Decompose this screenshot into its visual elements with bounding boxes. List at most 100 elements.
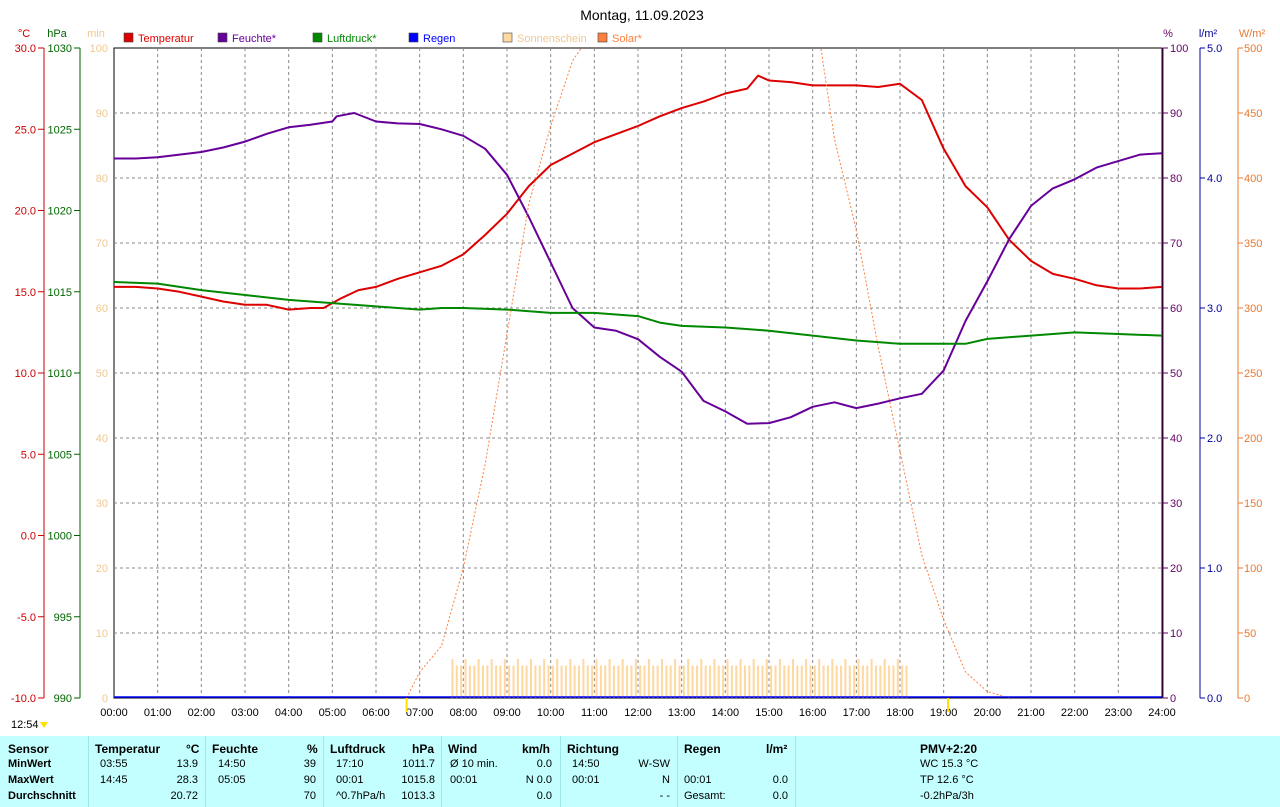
series-line-pressure (114, 281, 1162, 345)
sunshine-bar (473, 665, 476, 698)
sunshine-bar (770, 665, 773, 698)
x-tick-label: 16:00 (799, 707, 827, 719)
rain-axis-tick: 4.0 (1207, 173, 1222, 185)
rain-axis-tick: 5.0 (1207, 43, 1222, 55)
sunshine-bar (586, 665, 589, 698)
temperature-axis-tick: 10.0 (15, 368, 36, 380)
sunshine-bar (477, 659, 480, 698)
table-cell-dir_time: 14:50 (572, 758, 600, 770)
x-tick-label: 18:00 (886, 707, 914, 719)
sunshine-bar (709, 665, 712, 698)
sunshine-bar (468, 665, 471, 698)
sunshine-axis-tick: 60 (96, 303, 108, 315)
series-line-solar (406, 48, 1010, 698)
sunshine-bar (486, 665, 489, 698)
sunshine-bar (874, 665, 877, 698)
legend-swatch (123, 32, 134, 43)
sunshine-bar (626, 665, 629, 698)
pressure-axis-tick: 1000 (48, 531, 72, 543)
rain-axis-tick: 2.0 (1207, 433, 1222, 445)
sunshine-bar (888, 665, 891, 698)
sunshine-axis-tick: 90 (96, 108, 108, 120)
sunshine-bar (674, 659, 677, 698)
sunshine-bar (761, 665, 764, 698)
x-tick-label: 09:00 (493, 707, 521, 719)
table-cell-dir_time: 00:01 (572, 774, 600, 786)
sunshine-bar (538, 665, 541, 698)
sunshine-bar (591, 665, 594, 698)
temperature-axis-tick: 0.0 (21, 531, 36, 543)
sunshine-bar (730, 665, 733, 698)
sunshine-bar (617, 665, 620, 698)
table-cell-wind_time: Ø 10 min. (450, 758, 498, 770)
sunshine-axis-tick: 70 (96, 238, 108, 250)
table-cell-temp_val: 13.9 (176, 758, 198, 770)
header-rain-unit: l/m² (766, 742, 788, 756)
sunshine-axis-tick: 100 (90, 43, 108, 55)
x-tick-label: 15:00 (755, 707, 783, 719)
sunshine-bar (778, 659, 781, 698)
x-tick-label: 11:00 (581, 707, 608, 719)
solar-axis-tick: 350 (1244, 238, 1262, 250)
table-cell-rain_time: Gesamt: (684, 790, 726, 802)
sunshine-bar (831, 659, 834, 698)
rain-axis-tick: 0.0 (1207, 693, 1222, 705)
sunshine-bar (774, 665, 777, 698)
solar-axis-tick: 250 (1244, 368, 1262, 380)
solar-axis-unit: W/m² (1239, 28, 1266, 40)
sunshine-bar (735, 665, 738, 698)
sunshine-bar (757, 665, 760, 698)
chart-grid (113, 47, 1163, 699)
sunshine-axis-tick: 30 (96, 498, 108, 510)
sunshine-bar (682, 665, 685, 698)
table-cell-press_val: 1011.7 (402, 758, 435, 770)
sunshine-bar (564, 665, 567, 698)
statistics-table: Sensor Temperatur °C Feuchte % Luftdruck… (0, 736, 1280, 807)
sunshine-bar (490, 659, 493, 698)
x-tick-label: 20:00 (974, 707, 1002, 719)
x-tick-label: 04:00 (275, 707, 303, 719)
sunshine-bar (543, 659, 546, 698)
x-tick-label: 21:00 (1017, 707, 1045, 719)
table-cell-hum_val: 90 (303, 774, 316, 786)
sunshine-axis-tick: 20 (96, 563, 108, 575)
table-cell-rain_val: 0.0 (772, 774, 788, 786)
temperature-axis-tick: -10.0 (11, 693, 36, 705)
humidity-axis-tick: 60 (1170, 303, 1182, 315)
pressure-axis-unit: hPa (47, 28, 67, 40)
x-tick-label: 03:00 (231, 707, 259, 719)
x-tick-label: 02:00 (188, 707, 216, 719)
sunshine-axis-tick: 10 (96, 628, 108, 640)
sunshine-bar (521, 665, 524, 698)
humidity-axis-tick: 90 (1170, 108, 1182, 120)
sunshine-bar (826, 665, 829, 698)
chart-title: Montag, 11.09.2023 (580, 7, 704, 23)
table-cell-press_val: 1013.3 (401, 790, 435, 802)
table-cell-temp_val: 20.72 (170, 790, 198, 802)
table-cell-wind_time: 00:01 (450, 774, 478, 786)
sunshine-bar (652, 665, 655, 698)
table-cell-hum_time: 05:05 (218, 774, 246, 786)
sunshine-bar (451, 659, 454, 698)
sunshine-bar (879, 665, 882, 698)
series-line-temperature (114, 74, 1162, 311)
sunshine-bar (713, 659, 716, 698)
pressure-axis-tick: 1030 (48, 43, 72, 55)
x-tick-label: 23:00 (1105, 707, 1133, 719)
header-temperature: Temperatur (95, 742, 161, 756)
header-direction: Richtung (567, 742, 619, 756)
sunshine-bar (844, 659, 847, 698)
header-humidity: Feuchte (212, 742, 259, 756)
legend-label: Temperatur (138, 33, 194, 45)
sunshine-bar (743, 665, 746, 698)
header-pmv: PMV+2:20 (920, 742, 978, 756)
sunshine-bar (700, 659, 703, 698)
humidity-axis-tick: 80 (1170, 173, 1182, 185)
legend-swatch (312, 32, 323, 43)
table-cell-press_time: 17:10 (336, 758, 364, 770)
legend-label: Luftdruck* (327, 33, 377, 45)
sunshine-bar (630, 665, 633, 698)
humidity-axis-tick: 0 (1170, 693, 1176, 705)
sunshine-bar (455, 665, 458, 698)
sunshine-bar (765, 659, 768, 698)
